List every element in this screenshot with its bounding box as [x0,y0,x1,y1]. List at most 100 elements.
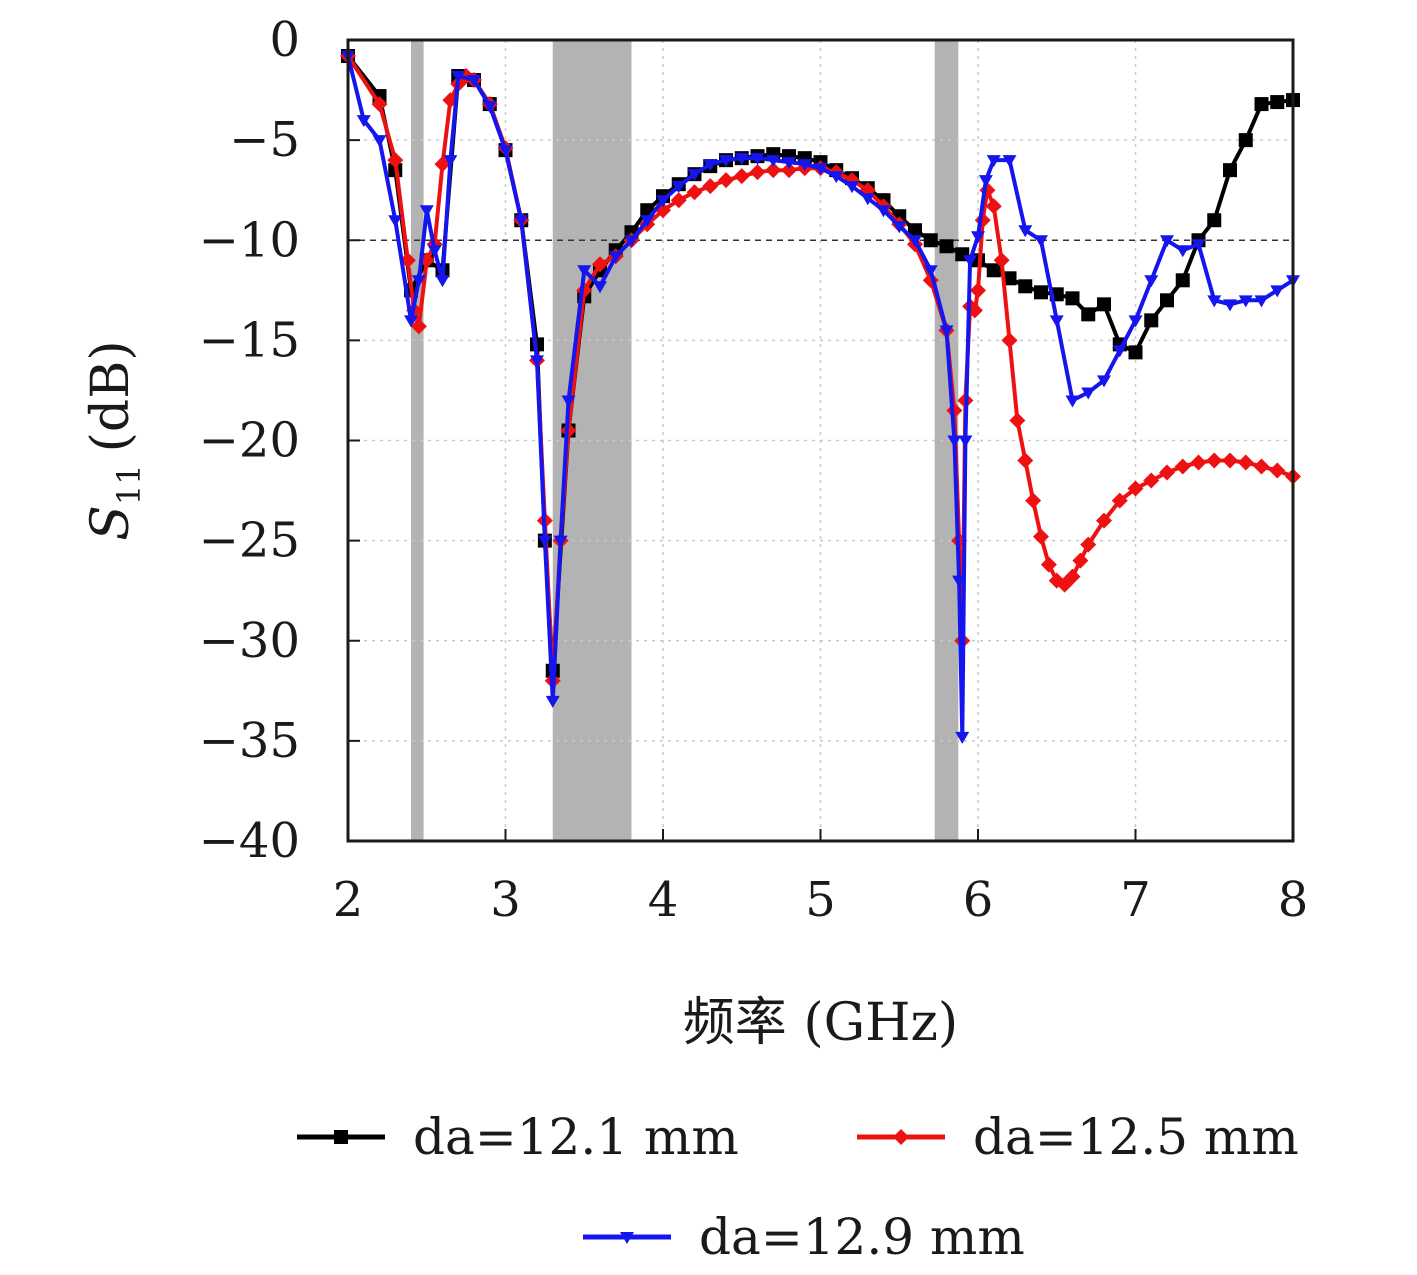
data-point [734,153,749,166]
data-point [1175,245,1190,258]
grid [348,40,1293,841]
data-point [1206,452,1223,469]
y-axis-label-symbol: S [81,505,141,541]
legend-label: da=12.9 mm [699,1208,1025,1266]
x-tick-label: 6 [963,872,994,928]
data-point [435,275,450,288]
data-point [1065,291,1080,306]
data-point [718,172,734,189]
data-point [971,231,985,244]
data-point [782,157,796,170]
x-axis-label: 频率 (GHz) [683,993,958,1053]
data-point [372,135,387,148]
data-point [1112,345,1127,358]
data-point [1002,271,1017,286]
data-point [356,115,371,128]
data-point [1018,225,1033,238]
y-tick-label: −35 [199,713,300,769]
data-point [1223,299,1237,312]
data-point [410,318,427,335]
data-point [1174,458,1191,475]
x-tick-label: 7 [1120,872,1151,928]
data-point [1207,295,1222,308]
data-point [1143,472,1160,489]
data-point [781,162,797,179]
data-point [908,223,922,238]
data-point [1081,387,1096,400]
data-point [1081,307,1096,322]
data-point [1127,480,1144,497]
data-point [703,159,718,172]
data-point [1111,492,1128,509]
data-point [947,435,962,448]
data-point [829,171,844,184]
data-point [1065,395,1080,408]
legend-item-1: da=12.1 mm [297,1108,739,1166]
data-point [955,731,970,744]
data-point [1034,235,1048,248]
data-point [537,535,552,548]
data-point [1270,285,1285,298]
data-point [498,145,513,158]
data-point [1254,97,1269,112]
y-tick-label: 0 [269,12,300,68]
y-tick-label: −20 [199,413,300,469]
data-point [845,181,859,194]
data-point [404,315,418,328]
data-point [687,169,702,182]
legend-label: da=12.1 mm [413,1108,739,1166]
data-point [387,152,404,169]
data-point [553,535,568,548]
x-tick-label: 4 [648,872,679,928]
data-point [1018,279,1033,294]
data-point [1223,163,1237,178]
data-point [733,168,750,185]
legend-item-2: da=12.5 mm [857,1108,1299,1166]
data-point [1237,454,1254,471]
series [340,48,1301,744]
data-point [1128,315,1143,328]
data-point [1190,454,1207,471]
ticks: 2 3 4 5 6 7 8 0 −5 −10 −15 −20 −25 −30 −35 −40 [199,12,1309,928]
legend-marker [620,1232,634,1244]
data-point [908,235,922,248]
x-tick-label: 3 [490,872,521,928]
data-point [1049,315,1064,328]
data-point [1144,313,1159,328]
data-point [670,192,687,209]
data-point [1144,275,1159,288]
data-point [1002,155,1017,168]
data-point [1160,293,1174,308]
data-point [608,251,623,264]
data-point [1253,458,1270,475]
y-tick-label: −10 [199,212,300,268]
data-point [371,96,388,113]
data-point [958,435,973,448]
data-point [1254,295,1269,308]
data-point [593,281,607,294]
data-point [797,159,812,172]
data-point [467,75,481,88]
y-tick-label: −30 [199,613,300,669]
data-point [640,215,655,228]
data-point [561,395,576,408]
data-point [939,239,954,254]
data-point [577,265,592,278]
data-point [813,163,828,176]
data-point [970,282,986,299]
data-point [939,325,954,338]
data-point [986,263,1001,278]
data-point [750,153,765,166]
data-point [482,101,497,114]
data-point [671,181,686,194]
data-point [1034,285,1048,300]
data-point [765,162,782,179]
data-point [1025,492,1042,509]
data-point [1238,133,1253,148]
y-axis-label-unit: (dB) [81,340,141,452]
data-point [923,265,938,278]
data-point [1017,452,1034,469]
data-point [923,233,938,248]
